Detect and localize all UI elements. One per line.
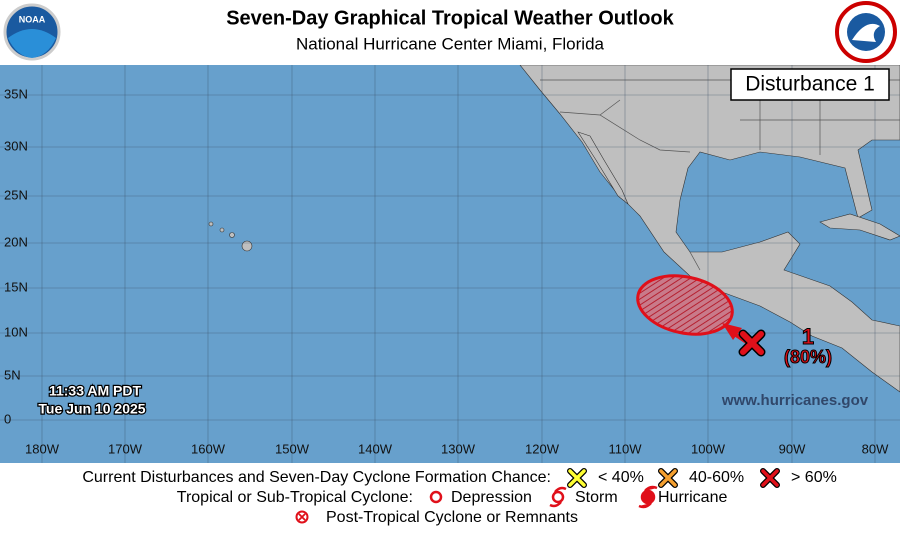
subtitle: National Hurricane Center Miami, Florida [296, 34, 605, 53]
panel-title: Disturbance 1 [745, 73, 875, 96]
time: 11:33 AM PDT [49, 383, 142, 399]
lat-label: 0 [4, 411, 11, 426]
date: Tue Jun 10 2025 [38, 401, 145, 417]
cuba [819, 213, 900, 241]
lat-label: 25N [4, 187, 28, 202]
nws-logo [835, 1, 897, 63]
disturbance-marker[interactable] [738, 329, 766, 357]
icon-depression [429, 490, 443, 504]
lat-label: 20N [4, 234, 28, 249]
lon-label: 180W [25, 441, 60, 456]
legend-hurricane: Hurricane [658, 489, 727, 506]
legend-row1-title: Current Disturbances and Seven-Day Cyclo… [82, 469, 551, 486]
arrow-head [722, 323, 742, 340]
legend-medium: 40-60% [689, 469, 744, 486]
icon-hurricane [638, 485, 658, 509]
legend-high: > 60% [791, 469, 837, 486]
icon-post-tropical [295, 510, 309, 524]
lon-label: 150W [275, 441, 310, 456]
legend-row2-title: Tropical or Sub-Tropical Cyclone: [177, 489, 413, 506]
lon-label: 160W [191, 441, 226, 456]
title: Seven-Day Graphical Tropical Weather Out… [226, 7, 674, 29]
lat-label: 35N [4, 86, 28, 101]
borders [540, 79, 900, 271]
lon-label: 170W [108, 441, 143, 456]
lon-label: 90W [779, 441, 806, 456]
panel-box [730, 68, 890, 101]
lon-label: 140W [358, 441, 393, 456]
icon-storm [549, 486, 567, 508]
icon-low [567, 468, 587, 488]
lon-label: 130W [441, 441, 476, 456]
lat-label: 5N [4, 367, 21, 382]
legend-storm: Storm [575, 489, 618, 506]
lat-label: 30N [4, 138, 28, 153]
disturbance-chance: (80%) [784, 347, 832, 367]
disturbance-label: 1 [802, 324, 814, 349]
logo-text: NOAA [19, 14, 46, 24]
lon-label: 80W [862, 441, 889, 456]
lat-label: 15N [4, 279, 28, 294]
lon-label: 110W [609, 441, 643, 456]
legend-low: < 40% [598, 469, 644, 486]
noaa-logo: NOAA [3, 3, 61, 61]
icon-high [760, 468, 780, 488]
disturbance-area [636, 274, 734, 336]
legend-post-tropical: Post-Tropical Cyclone or Remnants [326, 509, 578, 526]
legend-depression: Depression [451, 489, 532, 506]
website[interactable]: www.hurricanes.gov [721, 392, 869, 409]
lon-label: 120W [525, 441, 560, 456]
icon-medium [658, 468, 678, 488]
lat-label: 10N [4, 324, 28, 339]
hawaii [208, 221, 253, 252]
lon-label: 100W [691, 441, 726, 456]
